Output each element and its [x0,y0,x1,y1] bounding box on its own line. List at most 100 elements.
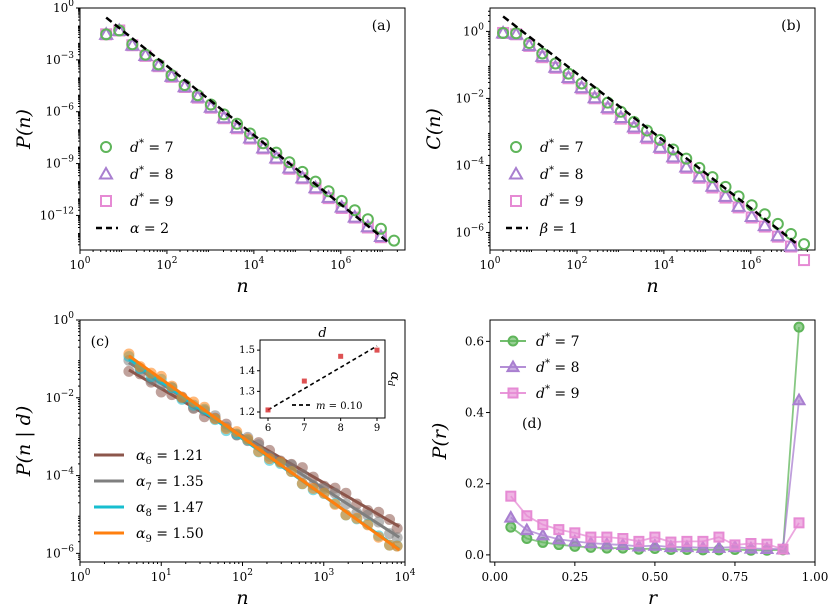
x-tick-label: 0.00 [481,570,508,584]
data-point [100,28,113,41]
x-tick-label: 101 [151,568,172,584]
data-point [521,533,533,545]
data-point [535,527,551,541]
inset-point [338,353,344,359]
data-point [615,537,631,551]
data-point [388,234,401,247]
panel-c: 100 101 102 103 104 100 10−2 10−4 10−6 n P(n | d) (… [13,311,416,609]
y-tick-label: 10−6 [45,544,74,560]
data-point [216,109,232,124]
data-point [585,531,597,543]
legend-label: d* = 7 [536,332,580,350]
y-tick-label: 0.6 [465,334,484,348]
legend-marker [507,335,519,347]
x-tick-label: 100 [479,256,500,272]
legend-marker [98,165,114,180]
data-point [599,536,615,550]
data-point [198,401,210,413]
data-point [793,517,805,529]
data-point [680,152,693,165]
data-point [551,531,567,545]
data-point [150,57,167,72]
inset-y-label: αd [385,372,402,387]
data-point [784,228,797,241]
data-point [503,509,519,523]
data-point [719,180,732,193]
x-tick-label: 106 [330,256,351,272]
x-tick-label: 102 [156,256,177,272]
data-point [505,490,517,502]
data-point [374,222,387,235]
data-point [309,175,322,188]
inset: 6 7 8 9 1.2 1.3 1.4 1.5 d αd m = 0.10 [239,326,402,434]
inset-x-tick-label: 9 [374,423,380,434]
x-tick-label: 104 [243,256,264,272]
x-tick-label: 0.50 [642,570,669,584]
legend-marker [510,141,522,153]
data-point [729,539,741,551]
data-point [231,117,244,130]
legend-label: α9 = 1.50 [136,526,204,545]
y-tick-label: 100 [53,311,74,327]
data-point [519,522,535,536]
data-point [639,129,655,143]
legend-marker [510,195,522,207]
data-point [665,536,677,548]
data-point [777,543,789,555]
legend-marker [100,195,112,207]
legend-marker [505,359,521,373]
data-point [717,188,734,202]
legend-label: α6 = 1.21 [136,448,204,467]
data-point [697,535,709,547]
inset-point [301,378,307,384]
y-tick-label: 10−6 [455,223,484,239]
legend-label: α7 = 1.35 [136,474,204,493]
inset-y-tick-label: 1.4 [239,366,255,377]
data-point [667,143,680,156]
legend-label: d* = 9 [536,384,580,402]
y-tick-label: 100 [463,22,484,38]
data-point [283,156,296,169]
inset-point [265,407,271,413]
data-point [706,171,719,184]
data-point [176,78,193,93]
fit-line [128,354,401,552]
inset-x-tick-label: 6 [265,423,271,434]
panel-d: 0.00 0.25 0.50 0.75 1.00 0.0 0.2 0.4 0.6 r P(r) (d)… [429,319,828,609]
x-tick-label: 104 [394,568,415,584]
panel-label: (d) [522,416,542,432]
data-point [730,198,747,212]
x-tick-label: 0.75 [722,570,749,584]
panel-b: 100 102 104 106 100 10−2 10−4 10−6 n C(n) (b) d* = … [423,7,816,297]
reference-line [502,15,799,246]
data-point [134,361,146,373]
y-tick-label: 10−4 [45,467,74,483]
data-point [770,227,786,242]
legend-label: β = 1 [539,221,578,237]
data-point [798,254,811,267]
data-point [745,537,757,549]
legend-label: d* = 8 [536,358,580,376]
data-point [601,531,613,543]
legend-label: α = 2 [130,221,169,237]
inset-point [374,347,380,353]
legend-label: d* = 7 [130,138,174,156]
data-point [798,238,811,251]
y-axis-label: P(r) [429,423,451,461]
data-point [569,527,581,539]
data-point [190,89,206,103]
panel-label: (b) [781,18,801,34]
data-point [307,179,324,194]
data-point [691,168,708,183]
legend-marker [507,387,519,399]
data-point [793,321,805,333]
inset-x-tick-label: 8 [337,423,343,434]
x-tick-label: 102 [232,568,253,584]
reference-line [105,16,389,243]
data-point [791,392,807,406]
data-point [360,218,376,233]
data-point [505,521,517,533]
data-point [373,228,389,243]
data-point [270,146,283,159]
